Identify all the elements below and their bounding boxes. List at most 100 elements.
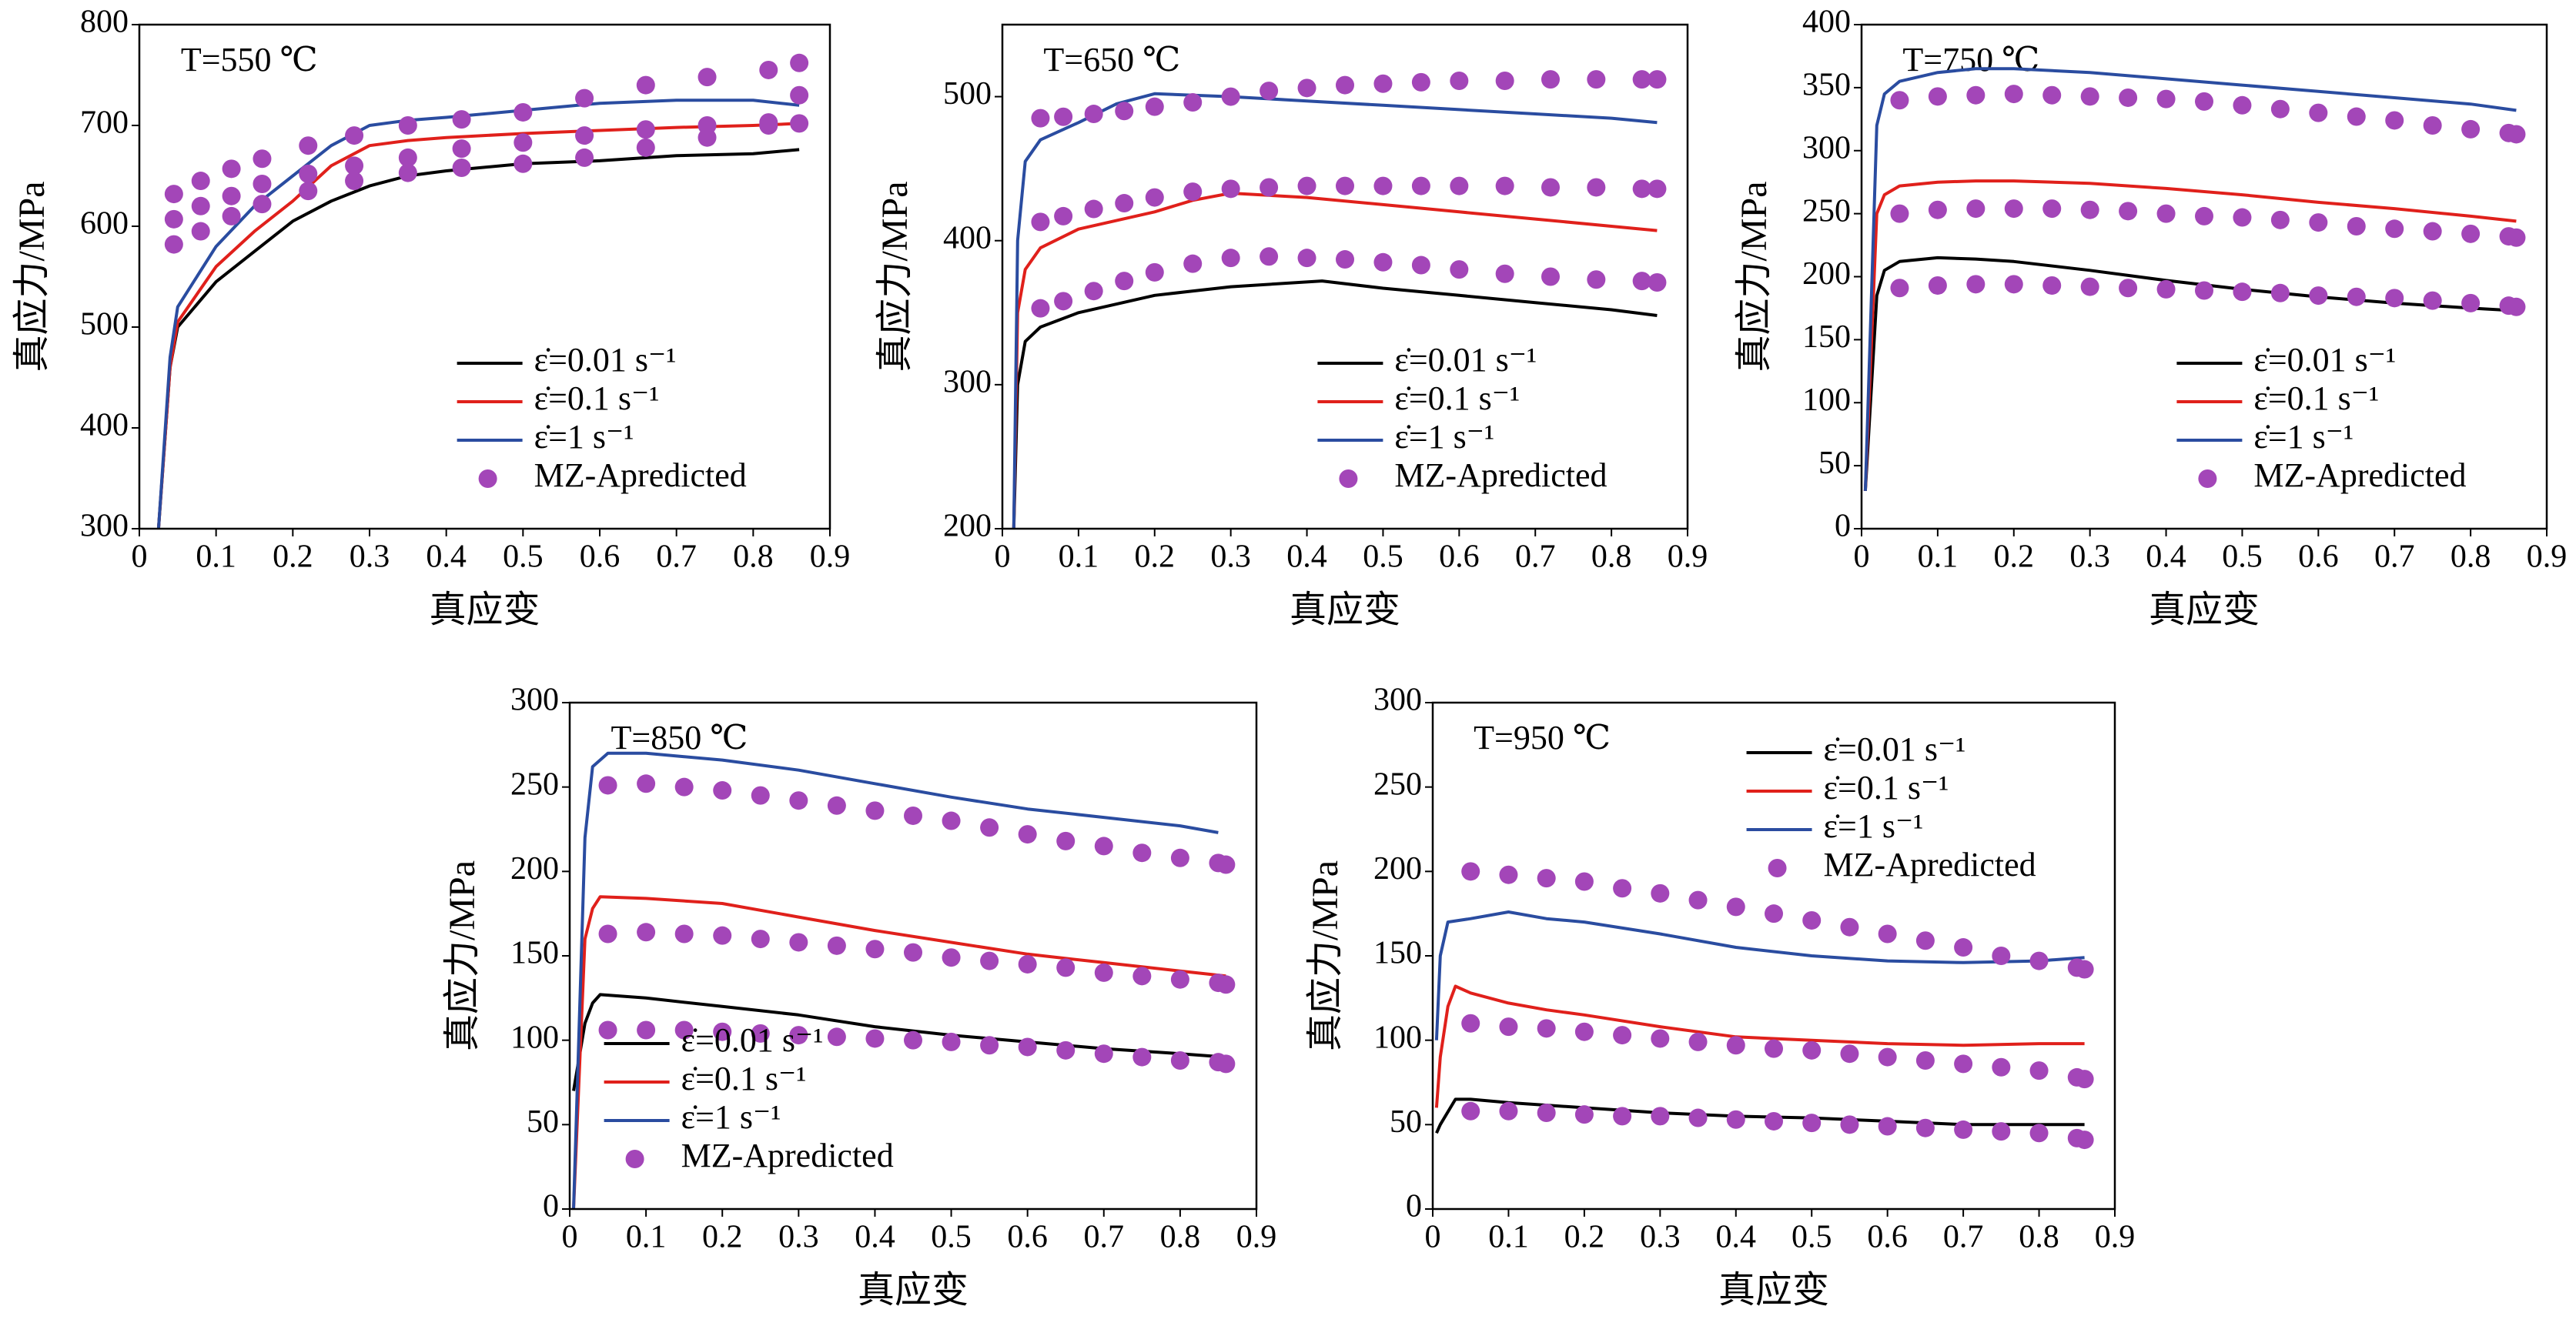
x-tick-label: 0.7 <box>656 539 697 575</box>
predicted-point <box>1183 254 1203 273</box>
predicted-point <box>1632 179 1651 199</box>
predicted-point <box>253 149 272 169</box>
annotation: T=750 ℃ <box>1902 41 2039 78</box>
predicted-point <box>1890 279 1909 298</box>
legend-marker <box>2198 469 2217 488</box>
predicted-point <box>1056 958 1076 977</box>
predicted-point <box>904 1030 922 1050</box>
predicted-point <box>1878 1117 1897 1136</box>
predicted-point <box>2042 85 2062 105</box>
predicted-point <box>1992 947 2011 965</box>
predicted-point <box>575 148 594 167</box>
predicted-point <box>1613 1026 1632 1045</box>
y-tick-label: 100 <box>1373 1020 1422 1055</box>
predicted-point <box>299 136 318 155</box>
legend-marker <box>1339 469 1358 488</box>
legend-label: ε̇=0.01 s⁻¹ <box>1824 730 1966 768</box>
predicted-point <box>1221 87 1240 106</box>
y-tick-label: 300 <box>80 509 129 544</box>
predicted-point <box>1132 967 1152 986</box>
legend-label: ε̇=0.1 s⁻¹ <box>2253 379 2379 417</box>
predicted-point <box>1018 954 1037 974</box>
predicted-point <box>2004 275 2023 294</box>
legend-label: ε̇=0.01 s⁻¹ <box>1394 341 1537 379</box>
predicted-point <box>2233 208 2252 227</box>
legend-label: ε̇=0.01 s⁻¹ <box>2253 341 2396 379</box>
predicted-point <box>452 139 471 159</box>
y-tick-label: 800 <box>80 5 129 40</box>
predicted-point <box>1373 252 1393 272</box>
x-tick-label: 0.4 <box>1716 1220 1757 1255</box>
predicted-point <box>1574 1022 1594 1041</box>
predicted-point <box>759 60 778 79</box>
predicted-point <box>2270 99 2290 119</box>
predicted-point <box>1651 1107 1670 1126</box>
y-tick-label: 100 <box>1802 382 1851 418</box>
predicted-point <box>2507 228 2526 247</box>
predicted-point <box>1840 1044 1859 1064</box>
x-tick-label: 0.5 <box>931 1220 972 1255</box>
predicted-point <box>191 196 210 215</box>
x-tick-label: 0.1 <box>196 539 236 575</box>
predicted-point <box>865 1029 885 1048</box>
plot-area <box>1434 862 2094 1150</box>
predicted-point <box>1084 282 1103 301</box>
predicted-point <box>514 102 533 122</box>
subplot: 0 0.1 0.2 0.3 0.4 0.5 0.6 0.7 0.8 0.9 300 400 500 600… <box>12 5 850 630</box>
predicted-point <box>1145 262 1164 282</box>
legend-label: ε̇=1 s⁻¹ <box>534 418 634 456</box>
predicted-point <box>637 774 656 793</box>
predicted-point <box>1499 1101 1518 1121</box>
x-tick-label: 0.3 <box>778 1220 819 1255</box>
predicted-point <box>191 222 210 241</box>
predicted-point <box>1587 178 1606 197</box>
x-tick-label: 0 <box>562 1220 578 1255</box>
x-tick-label: 0 <box>1425 1220 1441 1255</box>
x-axis-label: 真应变 <box>2149 590 2260 630</box>
x-tick-label: 0.8 <box>733 539 774 575</box>
predicted-point <box>713 1022 732 1041</box>
predicted-point <box>2195 206 2213 225</box>
predicted-point <box>2075 960 2094 979</box>
predicted-point <box>980 1036 999 1055</box>
axes-frame <box>1860 23 2548 530</box>
legend-label: ε̇=0.01 s⁻¹ <box>681 1021 824 1059</box>
predicted-point <box>1461 1014 1480 1033</box>
y-tick-label: 0 <box>1835 509 1851 544</box>
predicted-point <box>1726 1110 1745 1129</box>
predicted-point <box>164 235 183 254</box>
predicted-point <box>790 53 809 72</box>
x-tick-label: 0.7 <box>1084 1220 1125 1255</box>
curve <box>572 751 1219 1209</box>
x-tick-label: 0.4 <box>426 539 467 575</box>
predicted-point <box>575 89 594 108</box>
predicted-point <box>1499 865 1518 884</box>
axes-frame <box>1431 701 2116 1211</box>
predicted-point <box>1726 1036 1745 1055</box>
predicted-point <box>1094 1044 1113 1064</box>
predicted-point <box>1054 107 1073 126</box>
x-tick-label: 0.3 <box>2069 539 2110 575</box>
y-axis-label: 真应力/MPa <box>1734 181 1775 372</box>
predicted-point <box>575 126 594 145</box>
y-tick-label: 0 <box>543 1189 559 1224</box>
predicted-point <box>1878 924 1897 944</box>
predicted-point <box>942 811 961 830</box>
y-tick-label: 0 <box>1406 1189 1422 1224</box>
predicted-point <box>904 806 922 825</box>
predicted-point <box>1954 938 1973 957</box>
predicted-point <box>674 777 694 797</box>
predicted-point <box>980 951 999 970</box>
predicted-point <box>1802 1114 1822 1133</box>
axes-frame <box>138 23 831 530</box>
predicted-point <box>2029 951 2049 970</box>
predicted-point <box>2004 85 2023 104</box>
predicted-point <box>1145 188 1164 207</box>
x-tick-label: 0.4 <box>855 1220 895 1255</box>
predicted-point <box>2385 289 2404 308</box>
predicted-point <box>1574 872 1594 891</box>
predicted-point <box>674 924 694 944</box>
x-tick-label: 0.9 <box>2527 539 2568 575</box>
predicted-point <box>2119 279 2138 298</box>
